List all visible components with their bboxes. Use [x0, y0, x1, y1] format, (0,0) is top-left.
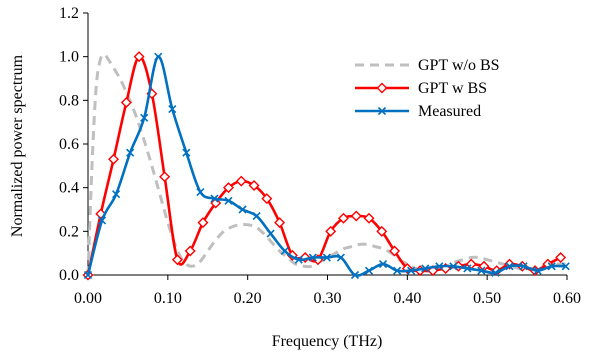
data-point-measured: [126, 148, 135, 157]
data-point-measured: [182, 148, 191, 157]
data-point-measured: [154, 52, 163, 61]
data-point-gpt-w-bs: [274, 217, 286, 229]
data-point-gpt-w-bs: [248, 179, 260, 191]
data-point-measured: [280, 246, 289, 256]
data-point-measured: [393, 266, 402, 275]
data-point-measured: [112, 190, 121, 199]
data-point-gpt-w-bs: [555, 252, 567, 264]
y-axis-title: Normalized power spectrum: [9, 54, 26, 237]
legend-item-gpt-w-bs: GPT w BS: [355, 80, 487, 97]
data-point-measured: [294, 255, 303, 264]
x-tick-label: 0.00: [74, 290, 102, 307]
legend-marker: [376, 82, 388, 94]
series-gpt-w-bs: [82, 51, 567, 281]
data-point-measured: [435, 262, 444, 271]
data-point-gpt-w-bs: [159, 171, 171, 183]
data-point-gpt-w-bs: [223, 182, 234, 194]
data-point-gpt-w-bs: [350, 210, 362, 222]
data-point-measured: [421, 264, 430, 273]
x-tick-label: 0.10: [154, 290, 182, 307]
data-point-gpt-w-bs: [184, 245, 196, 257]
data-point-measured: [140, 113, 149, 122]
series-measured: [83, 52, 570, 280]
data-point-measured: [336, 253, 345, 262]
data-point-measured: [477, 266, 486, 275]
data-point-measured: [266, 229, 275, 238]
data-point-measured: [97, 216, 107, 225]
legend: GPT w/o BS GPT w BS Measured: [355, 57, 500, 120]
data-point-gpt-w-bs: [197, 217, 209, 229]
x-tick-label: 0.20: [234, 290, 262, 307]
data-point-gpt-w-bs: [261, 193, 273, 205]
x-tick-label: 0.30: [314, 290, 342, 307]
data-point-measured: [308, 253, 317, 262]
y-tick-label: 0.6: [59, 136, 79, 153]
data-point-gpt-w-bs: [363, 212, 375, 224]
y-tick-label: 1.0: [59, 49, 79, 66]
x-tick-label: 0.60: [553, 290, 581, 307]
series-layer: [82, 51, 570, 281]
data-point-gpt-w-bs: [325, 225, 337, 237]
legend-label: GPT w BS: [418, 80, 487, 97]
data-point-measured: [252, 211, 261, 221]
data-point-measured: [168, 105, 177, 114]
y-tick-label: 0.4: [59, 180, 79, 197]
data-point-gpt-w-bs: [337, 212, 349, 224]
legend-marker: [377, 106, 387, 116]
data-point-gpt-w-bs: [389, 245, 401, 257]
legend-label: GPT w/o BS: [418, 57, 500, 74]
data-point-measured: [83, 270, 93, 280]
data-point-measured: [519, 262, 528, 271]
y-tick-label: 0.8: [59, 92, 79, 109]
data-point-measured: [322, 253, 331, 262]
data-point-measured: [210, 194, 219, 203]
data-point-measured: [547, 262, 556, 271]
data-point-measured: [350, 270, 360, 280]
data-point-gpt-w-bs: [210, 197, 222, 209]
y-tick-label: 0.2: [59, 223, 79, 240]
data-point-measured: [407, 266, 416, 275]
data-point-measured: [449, 262, 458, 271]
data-point-gpt-w-bs: [235, 175, 247, 187]
data-point-measured: [491, 268, 500, 277]
data-point-measured: [378, 260, 388, 269]
data-point-gpt-w-bs: [120, 97, 132, 109]
data-point-measured: [224, 196, 233, 205]
data-point-measured: [505, 262, 514, 271]
data-point-measured: [364, 266, 374, 275]
data-point-measured: [533, 266, 542, 275]
x-axis-title: Frequency (THz): [272, 333, 383, 350]
data-point-gpt-w-bs: [133, 51, 145, 63]
series-line-gpt-w-o-bs: [86, 52, 567, 276]
data-point-measured: [561, 262, 570, 271]
legend-item-gpt-w-o-bs: GPT w/o BS: [355, 57, 500, 74]
x-tick-label: 0.50: [473, 290, 501, 307]
y-tick-label: 1.2: [59, 5, 79, 22]
data-point-gpt-w-bs: [171, 254, 183, 266]
legend-label: Measured: [418, 103, 481, 120]
series-gpt-w-o-bs: [86, 52, 567, 276]
data-point-gpt-w-bs: [108, 153, 120, 165]
data-point-gpt-w-bs: [376, 225, 388, 237]
data-point-measured: [196, 187, 205, 197]
series-line-gpt-w-bs: [86, 55, 562, 276]
axes: 0.0 0.2 0.4 0.6 0.8 1.0 1.2 0.00 0.10 0.20 0.30 0.4…: [59, 5, 581, 307]
legend-item-measured: Measured: [355, 103, 481, 120]
x-tick-label: 0.40: [393, 290, 421, 307]
data-point-measured: [238, 205, 247, 214]
y-tick-label: 0.0: [59, 267, 79, 284]
data-point-measured: [463, 264, 472, 273]
